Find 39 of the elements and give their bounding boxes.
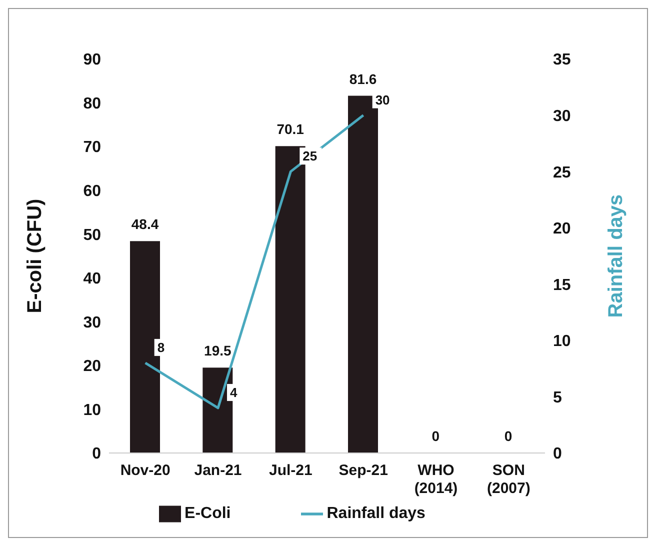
- y2-tick-label: 30: [553, 108, 571, 125]
- y2-tick-label: 10: [553, 333, 571, 350]
- x-tick-label: WHO (2014): [414, 462, 458, 497]
- data-label: 25: [302, 148, 318, 164]
- data-label: 4: [230, 384, 238, 400]
- y-tick-label: 20: [83, 358, 102, 376]
- y-tick-label: 70: [83, 139, 102, 156]
- data-label: 81.6: [349, 70, 377, 87]
- y-tick-label: 0: [92, 446, 102, 463]
- y2-tick-label: 15: [553, 276, 571, 294]
- x-tick-label: Sep-21: [338, 462, 388, 479]
- data-label: 48.4: [131, 216, 159, 232]
- frame: E-Coli Rainfall days Nov-20 Jan-21 Jul-21 Sep-21 WHO (2014) SON (2007) 0 10 20 30 40 50 60 70 80 90 E-coli (CFU) 0 5 10 15 20 25 30 35 Rainfall days 48.4 19.5 70.1 81.6 0 0 8 4 25 30: [8, 8, 648, 538]
- x-tick-label: Nov-20: [120, 462, 170, 479]
- y-tick-label: 90: [83, 52, 102, 69]
- y-tick-label: 50: [83, 226, 102, 244]
- x-tick-label: Jul-21: [268, 462, 312, 479]
- legend-label: E-Coli: [184, 505, 231, 522]
- y-tick-label: 40: [83, 270, 102, 288]
- y-tick-label: 60: [83, 183, 102, 200]
- data-label: 8: [157, 340, 165, 355]
- data-label: 19.5: [204, 342, 232, 359]
- y-tick-label: 10: [83, 402, 102, 419]
- data-label: 0: [504, 428, 512, 444]
- y2-axis-title: Rainfall days: [605, 194, 628, 318]
- y-tick-label: 30: [83, 314, 102, 332]
- y-axis-title: E-coli (CFU): [24, 198, 46, 314]
- y2-tick-label: 20: [553, 220, 571, 238]
- y2-tick-label: 5: [553, 389, 562, 406]
- data-label: 70.1: [276, 121, 304, 138]
- x-tick-label: SON (2007): [486, 462, 530, 497]
- x-tick-label: Jan-21: [194, 462, 242, 479]
- data-label: 0: [432, 428, 440, 444]
- y-tick-label: 80: [83, 95, 102, 112]
- y2-tick-label: 25: [553, 164, 571, 182]
- y2-tick-label: 35: [553, 52, 571, 69]
- y2-tick-label: 0: [553, 446, 562, 463]
- legend-label: Rainfall days: [326, 505, 426, 522]
- data-label: 30: [375, 92, 390, 108]
